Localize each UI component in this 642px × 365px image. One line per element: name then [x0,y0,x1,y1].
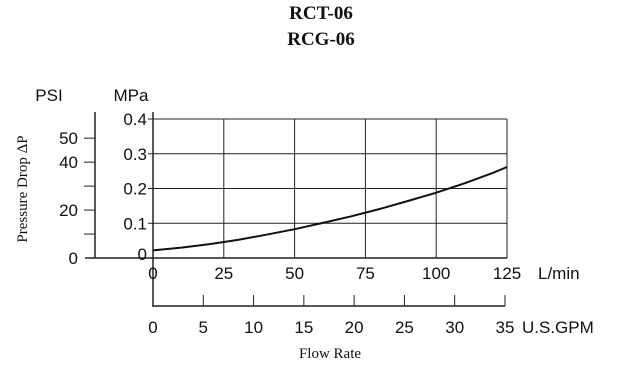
psi-tick-label: 20 [59,201,78,220]
chart-title-line-1: RCT-06 [289,3,353,24]
lmin-tick-label: 25 [214,264,233,283]
mpa-tick-label: 0.3 [123,145,147,164]
gpm-tick-label: 10 [244,318,263,337]
pressure-drop-curve [152,166,508,252]
x-unit-lmin: L/min [538,264,580,283]
mpa-tick-label: 0 [138,245,147,264]
gpm-tick-label: 20 [345,318,364,337]
psi-tick-label: 0 [69,249,78,268]
lmin-tick-label: 75 [356,264,375,283]
lmin-tick-label: 50 [285,264,304,283]
lmin-tick-label: 100 [422,264,450,283]
psi-tick-label: 40 [59,153,78,172]
y-unit-mpa: MPa [114,86,150,105]
gpm-tick-label: 0 [148,318,157,337]
gpm-tick-label: 30 [445,318,464,337]
y-axis-title: Pressure Drop ΔP [15,135,31,242]
mpa-tick-label: 0.2 [123,180,147,199]
mpa-tick-label: 0.4 [123,110,147,129]
gpm-tick-label: 15 [294,318,313,337]
lmin-tick-label: 0 [148,264,157,283]
gpm-tick-label: 5 [199,318,208,337]
gpm-tick-label: 25 [395,318,414,337]
x-axis-title: Flow Rate [299,346,361,362]
y-unit-psi: PSI [35,86,62,105]
lmin-tick-label: 125 [493,264,521,283]
x-unit-gpm: U.S.GPM [522,318,594,337]
mpa-tick-label: 0.1 [123,214,147,233]
chart-title-line-2: RCG-06 [287,29,355,50]
gpm-tick-label: 35 [496,318,515,337]
psi-tick-label: 50 [59,129,78,148]
